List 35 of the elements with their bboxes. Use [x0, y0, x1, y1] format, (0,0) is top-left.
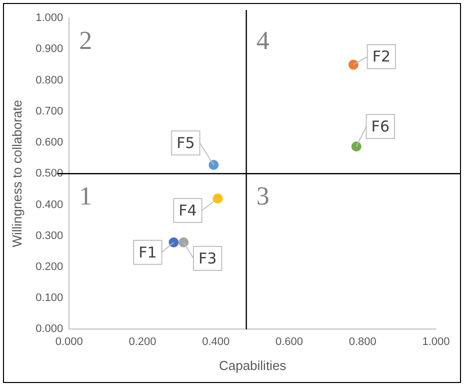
x-tick-label: 0.600: [275, 336, 304, 348]
y-tick-label: 0.500: [36, 168, 64, 180]
x-tick-label: 0.000: [55, 336, 83, 348]
point: [212, 193, 223, 204]
annotation: 1: [79, 181, 92, 210]
y-tick-label: 0.000: [36, 323, 64, 336]
x-tick-label: 0.800: [348, 336, 376, 348]
y-tick-label: 0.200: [36, 260, 64, 273]
y-tick-label: 0.700: [36, 105, 64, 118]
series-label: F3: [198, 249, 217, 268]
y-tick-label: 1.000: [36, 12, 64, 24]
point: [178, 237, 189, 248]
point: [348, 60, 358, 70]
series-label: F1: [138, 243, 157, 262]
y-tick-label: 0.800: [36, 74, 64, 86]
point: [208, 160, 219, 170]
series-label: F6: [371, 117, 390, 136]
y-tick-label: 0.400: [36, 198, 64, 211]
annotation: 4: [256, 26, 270, 55]
x-tick-label: 0.200: [128, 336, 156, 348]
y-tick-label: 0.900: [36, 43, 64, 56]
x-tick-label: 1.000: [422, 336, 450, 348]
series-label: F4: [178, 201, 197, 220]
point: [168, 237, 179, 248]
annotation: 3: [256, 181, 270, 210]
y-axis-title: Willingness to collaborate: [9, 100, 24, 248]
point: [351, 142, 362, 152]
y-tick-label: 0.600: [36, 136, 64, 149]
series-label: F5: [176, 134, 195, 152]
y-tick-label: 0.100: [36, 292, 64, 304]
annotation: 2: [79, 26, 92, 55]
series-label: F2: [372, 48, 391, 66]
x-axis-title: Capabilities: [218, 358, 287, 373]
y-tick-label: 0.300: [36, 230, 64, 242]
x-tick-label: 0.400: [202, 336, 230, 348]
